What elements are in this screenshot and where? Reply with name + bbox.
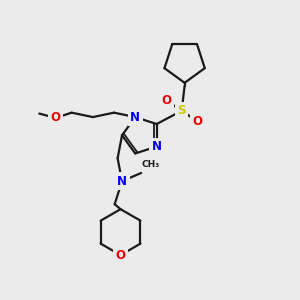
Text: O: O <box>192 115 202 128</box>
Text: O: O <box>50 112 61 124</box>
Text: N: N <box>130 111 140 124</box>
Text: N: N <box>152 140 162 153</box>
Text: N: N <box>117 175 127 188</box>
Text: O: O <box>161 94 171 107</box>
Text: CH₃: CH₃ <box>142 160 160 169</box>
Text: O: O <box>116 249 126 262</box>
Text: S: S <box>177 104 186 117</box>
